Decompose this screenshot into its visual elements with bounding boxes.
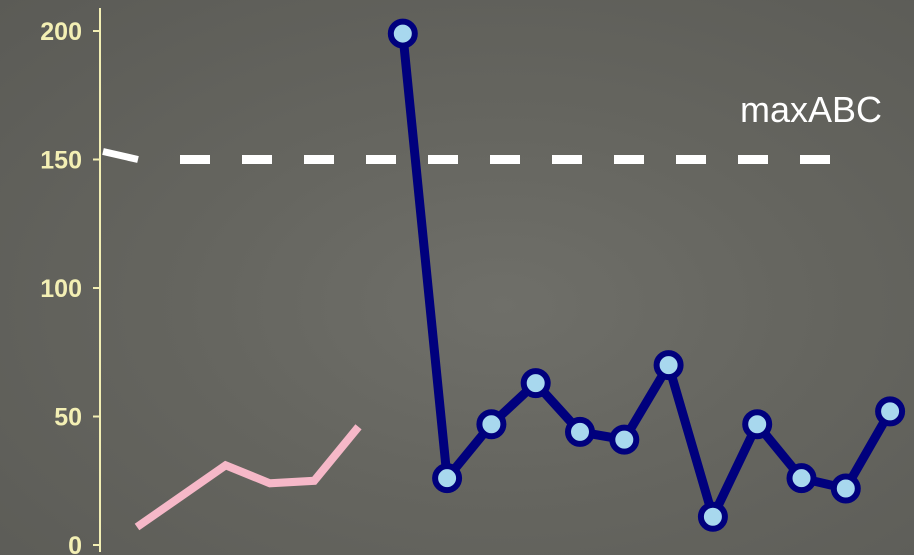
series-2-point (387, 18, 418, 49)
series-group (134, 18, 906, 532)
series-2-point (653, 350, 684, 381)
reference-line-left-segment (102, 148, 139, 163)
series-2-point (432, 463, 463, 494)
series-2-point (875, 396, 906, 427)
series-2-point (476, 409, 507, 440)
reference-line-group: maxABC (102, 89, 882, 164)
series-2-point (742, 409, 773, 440)
series-2-point (520, 368, 551, 399)
series-2-point (697, 501, 728, 532)
series-2-point (565, 416, 595, 447)
y-tick-label: 50 (54, 404, 82, 432)
y-tick-label: 100 (40, 275, 82, 303)
y-tick-label: 200 (40, 18, 82, 46)
series-line-1 (134, 424, 362, 531)
y-axis-group: 0 50 100 150 200 (40, 8, 101, 555)
series-2-point (786, 463, 817, 494)
series-2-point (609, 424, 640, 455)
y-tick-label: 0 (68, 532, 82, 555)
reference-line-label: maxABC (740, 89, 882, 130)
series-2-point (830, 473, 861, 504)
y-tick-label: 150 (40, 147, 82, 175)
